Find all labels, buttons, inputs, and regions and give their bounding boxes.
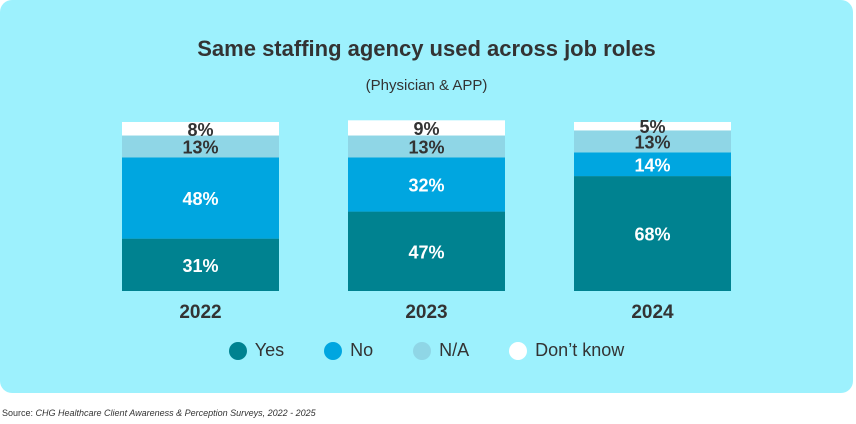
bar-segment-2022-1: [122, 157, 279, 239]
bar-segment-2024-2: [574, 130, 731, 153]
source-prefix: Source:: [2, 408, 36, 418]
data-label: 31%: [182, 256, 218, 276]
bar-segment-2023-3: [348, 120, 505, 136]
bar-segment-2024-1: [574, 152, 731, 177]
legend-dot-icon: [509, 341, 528, 360]
x-tick-label: 2022: [179, 302, 221, 323]
data-label: 9%: [413, 119, 439, 139]
data-label: 8%: [187, 120, 213, 140]
legend-label: Yes: [254, 340, 285, 360]
bar-segment-2022-3: [122, 122, 279, 136]
data-label: 48%: [182, 189, 218, 209]
legend-label: No: [350, 340, 374, 360]
legend-dot-icon: [413, 341, 432, 360]
data-label: 13%: [408, 138, 444, 158]
legend-item: No: [324, 340, 373, 361]
source-note: Source: CHG Healthcare Client Awareness …: [2, 408, 316, 418]
x-tick-label: 2024: [631, 302, 674, 323]
bar-segment-2024-0: [574, 176, 731, 291]
legend-label: N/A: [439, 340, 470, 360]
bar-segment-2023-1: [348, 157, 505, 212]
bar-segment-2023-0: [348, 211, 505, 291]
data-label: 14%: [634, 155, 670, 175]
data-label: 32%: [408, 176, 444, 196]
data-label: 47%: [408, 242, 444, 262]
bar-segment-2023-2: [348, 135, 505, 158]
bar-segment-2022-0: [122, 238, 279, 291]
bar-segment-2022-2: [122, 135, 279, 158]
data-label: 68%: [634, 225, 670, 245]
data-label: 13%: [634, 132, 670, 152]
chart-subtitle: (Physician & APP): [365, 77, 488, 94]
legend-dot-icon: [324, 341, 343, 360]
legend: Yes No N/A Don’t know: [0, 340, 853, 361]
source-text: CHG Healthcare Client Awareness & Percep…: [35, 408, 316, 418]
legend-item: Yes: [228, 340, 285, 361]
legend-item: N/A: [413, 340, 469, 361]
stacked-bar-chart: 31%48%13%8%202247%32%13%9%202368%14%13%5…: [122, 117, 731, 323]
legend-item: Don’t know: [509, 340, 624, 361]
bar-segment-2024-3: [574, 122, 731, 131]
legend-dot-icon: [228, 341, 247, 360]
data-label: 5%: [639, 117, 665, 137]
data-label: 13%: [182, 138, 218, 158]
x-tick-label: 2023: [405, 302, 447, 323]
chart-title: Same staffing agency used across job rol…: [197, 36, 656, 61]
legend-label: Don’t know: [535, 340, 625, 360]
